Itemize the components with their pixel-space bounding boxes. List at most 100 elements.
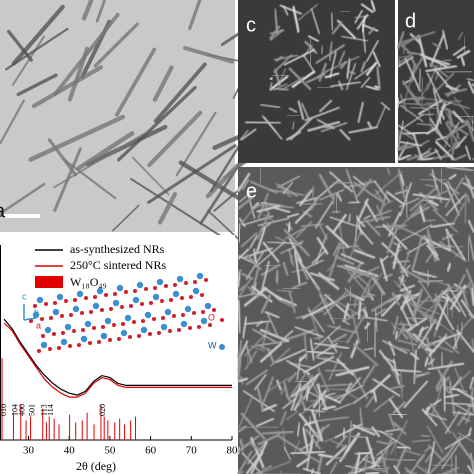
fiber [435, 135, 447, 141]
o-atom [169, 298, 173, 302]
fiber [255, 417, 275, 428]
rod [28, 114, 126, 162]
fiber [249, 234, 259, 250]
fiber [316, 118, 335, 130]
fiber [421, 408, 438, 427]
inset-label: a [36, 320, 41, 330]
fiber [372, 209, 392, 218]
fiber [273, 206, 291, 214]
fiber [469, 452, 474, 474]
tem-rods [0, 0, 312, 274]
fiber [441, 99, 470, 110]
fiber [466, 194, 471, 204]
fiber [236, 357, 243, 382]
fiber [393, 464, 401, 474]
fiber [394, 330, 399, 340]
fiber [460, 316, 474, 331]
fiber [444, 177, 465, 208]
rod [47, 138, 78, 177]
rod [152, 65, 174, 102]
fiber [445, 111, 461, 141]
fiber [328, 41, 333, 61]
x-tick-label: 70 [186, 445, 198, 457]
fiber [289, 254, 294, 264]
fiber [304, 187, 315, 196]
w-atom [204, 302, 212, 310]
o-atom [84, 296, 88, 300]
fiber [283, 329, 294, 339]
fiber [363, 214, 372, 220]
w-atom [116, 284, 124, 292]
fiber [261, 115, 277, 133]
fiber [345, 312, 367, 344]
rod [11, 35, 46, 86]
fiber [305, 453, 321, 464]
fiber [335, 434, 348, 449]
w-atom [156, 278, 164, 286]
fiber [317, 271, 340, 290]
fiber [388, 413, 396, 429]
fiber [421, 236, 451, 252]
fiber [363, 322, 371, 330]
fiber [465, 268, 474, 289]
fiber [334, 255, 355, 266]
fiber [303, 355, 335, 374]
fiber [273, 54, 299, 61]
fiber [467, 80, 474, 95]
rod [76, 131, 135, 171]
fiber [356, 218, 366, 228]
fiber [432, 208, 459, 233]
fiber [420, 139, 430, 146]
fiber [470, 387, 474, 404]
fiber [453, 283, 462, 290]
fiber [451, 202, 466, 226]
o-atom [73, 298, 77, 302]
fiber [250, 345, 266, 352]
fiber [401, 34, 421, 47]
fiber [275, 379, 283, 391]
fiber [323, 437, 334, 443]
fiber [392, 252, 409, 278]
fiber [317, 69, 330, 79]
fiber [435, 296, 450, 331]
o-atom [189, 295, 193, 299]
fiber [237, 226, 242, 230]
fiber [404, 58, 422, 92]
o-atom [193, 280, 197, 284]
fiber [386, 226, 399, 254]
xrd-panel [0, 235, 235, 474]
fiber [460, 166, 470, 171]
fiber [354, 452, 362, 474]
fiber [298, 392, 307, 411]
fiber [328, 352, 342, 381]
fiber [287, 221, 292, 233]
fiber [345, 63, 357, 91]
fiber [238, 395, 254, 429]
fiber [257, 241, 286, 266]
o-atom [104, 293, 108, 297]
fiber [445, 228, 452, 252]
fiber [244, 320, 271, 326]
fiber [429, 320, 432, 330]
fiber [328, 171, 354, 193]
w-atom [160, 323, 168, 331]
fiber [425, 100, 462, 105]
fiber [273, 83, 288, 91]
peak-label: 010 [0, 404, 8, 416]
fiber [315, 234, 328, 265]
o-atom [49, 316, 53, 320]
o-atom [152, 317, 156, 321]
fiber [382, 223, 408, 250]
fiber [336, 192, 343, 202]
fiber [375, 66, 382, 91]
fiber [416, 147, 432, 161]
fiber [259, 328, 290, 343]
fiber [444, 70, 473, 74]
fiber [445, 228, 466, 261]
fiber [424, 219, 437, 223]
rod [93, 22, 139, 68]
fiber [434, 148, 442, 160]
legend-w [219, 344, 225, 350]
fiber [355, 224, 374, 245]
